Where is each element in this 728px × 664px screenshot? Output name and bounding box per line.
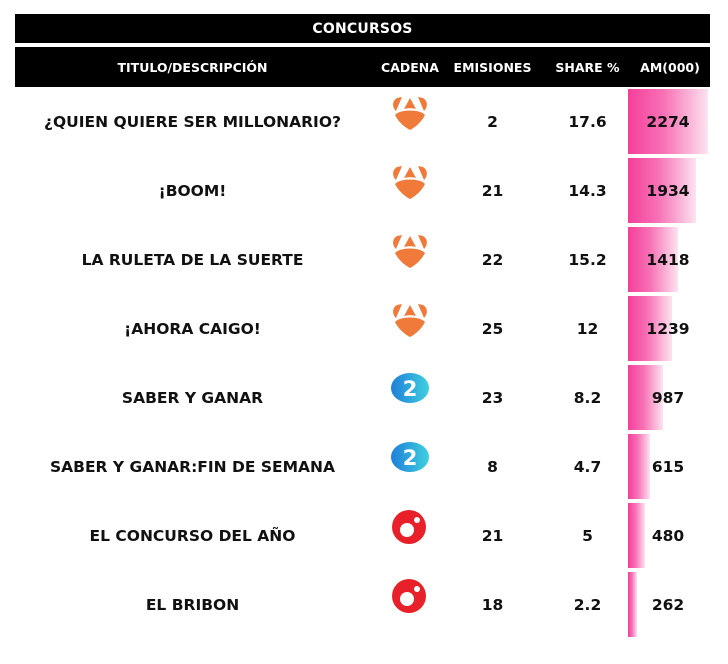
am-value: 615 — [651, 457, 685, 476]
program-title: SABER Y GANAR — [121, 388, 264, 407]
program-title: ¿QUIEN QUIERE SER MILLONARIO? — [43, 112, 341, 131]
am-value: 1418 — [646, 250, 690, 269]
antena3-logo-icon — [370, 156, 450, 225]
header-cadena: CADENA — [381, 59, 439, 75]
am-value: 480 — [651, 526, 685, 545]
la2-logo-icon: 2 — [370, 363, 450, 432]
am-bar — [628, 227, 678, 292]
table-row: EL CONCURSO DEL AÑO 21 5 480 — [15, 501, 710, 570]
am-value: 262 — [651, 595, 685, 614]
program-title: ¡AHORA CAIGO! — [124, 319, 261, 338]
table-row: LA RULETA DE LA SUERTE 22 15.2 1418 — [15, 225, 710, 294]
cuatro-logo-icon — [370, 501, 450, 570]
table-row: EL BRIBON 18 2.2 262 — [15, 570, 710, 639]
emisiones-value: 25 — [481, 319, 504, 338]
emisiones-value: 2 — [487, 112, 498, 131]
am-value: 987 — [651, 388, 685, 407]
table-row: SABER Y GANAR:FIN DE SEMANA 2 8 4.7 615 — [15, 432, 710, 501]
emisiones-value: 23 — [481, 388, 504, 407]
am-value: 1239 — [646, 319, 690, 338]
header-titulo: TITULO/DESCRIPCIÓN — [117, 59, 268, 75]
emisiones-value: 21 — [481, 526, 504, 545]
am-bar — [628, 158, 696, 223]
am-bar — [628, 572, 637, 637]
table-row: ¿QUIEN QUIERE SER MILLONARIO? 2 17.6 2274 — [15, 87, 710, 156]
program-title: EL BRIBON — [145, 595, 240, 614]
table-row: ¡BOOM! 21 14.3 1934 — [15, 156, 710, 225]
am-cell: 987 — [628, 363, 710, 432]
am-cell: 615 — [628, 432, 710, 501]
am-cell: 480 — [628, 501, 710, 570]
am-bar — [628, 503, 645, 568]
antena3-logo-icon — [370, 87, 450, 156]
share-value: 14.3 — [568, 181, 607, 200]
table-body: ¿QUIEN QUIERE SER MILLONARIO? 2 17.6 2274 ¡B… — [15, 87, 710, 639]
svg-text:2: 2 — [403, 446, 418, 470]
am-value: 2274 — [646, 112, 690, 131]
svg-text:2: 2 — [403, 377, 418, 401]
program-title: LA RULETA DE LA SUERTE — [81, 250, 304, 269]
header-share: SHARE % — [555, 59, 620, 75]
am-bar — [628, 296, 672, 361]
header-emisiones: EMISIONES — [453, 59, 532, 75]
cuatro-logo-icon — [370, 570, 450, 639]
am-bar — [628, 89, 708, 154]
emisiones-value: 8 — [487, 457, 498, 476]
table-row: ¡AHORA CAIGO! 25 12 1239 — [15, 294, 710, 363]
program-title: EL CONCURSO DEL AÑO — [89, 526, 296, 545]
table-row: SABER Y GANAR 2 23 8.2 987 — [15, 363, 710, 432]
am-value: 1934 — [646, 181, 690, 200]
share-value: 12 — [576, 319, 599, 338]
am-cell: 2274 — [628, 87, 710, 156]
antena3-logo-icon — [370, 225, 450, 294]
antena3-logo-icon — [370, 294, 450, 363]
table-title: CONCURSOS — [15, 14, 710, 43]
program-title: ¡BOOM! — [158, 181, 227, 200]
program-title: SABER Y GANAR:FIN DE SEMANA — [49, 457, 336, 476]
am-bar — [628, 365, 663, 430]
emisiones-value: 18 — [481, 595, 504, 614]
share-value: 17.6 — [568, 112, 607, 131]
emisiones-value: 22 — [481, 250, 504, 269]
am-cell: 1239 — [628, 294, 710, 363]
column-header-row: TITULO/DESCRIPCIÓN CADENA EMISIONES SHAR… — [15, 47, 710, 87]
share-value: 5 — [582, 526, 593, 545]
emisiones-value: 21 — [481, 181, 504, 200]
share-value: 2.2 — [573, 595, 602, 614]
am-cell: 1418 — [628, 225, 710, 294]
share-value: 8.2 — [573, 388, 602, 407]
header-am: AM(000) — [640, 59, 700, 75]
am-bar — [628, 434, 650, 499]
am-cell: 262 — [628, 570, 710, 639]
la2-logo-icon: 2 — [370, 432, 450, 501]
am-cell: 1934 — [628, 156, 710, 225]
share-value: 4.7 — [573, 457, 602, 476]
share-value: 15.2 — [568, 250, 607, 269]
